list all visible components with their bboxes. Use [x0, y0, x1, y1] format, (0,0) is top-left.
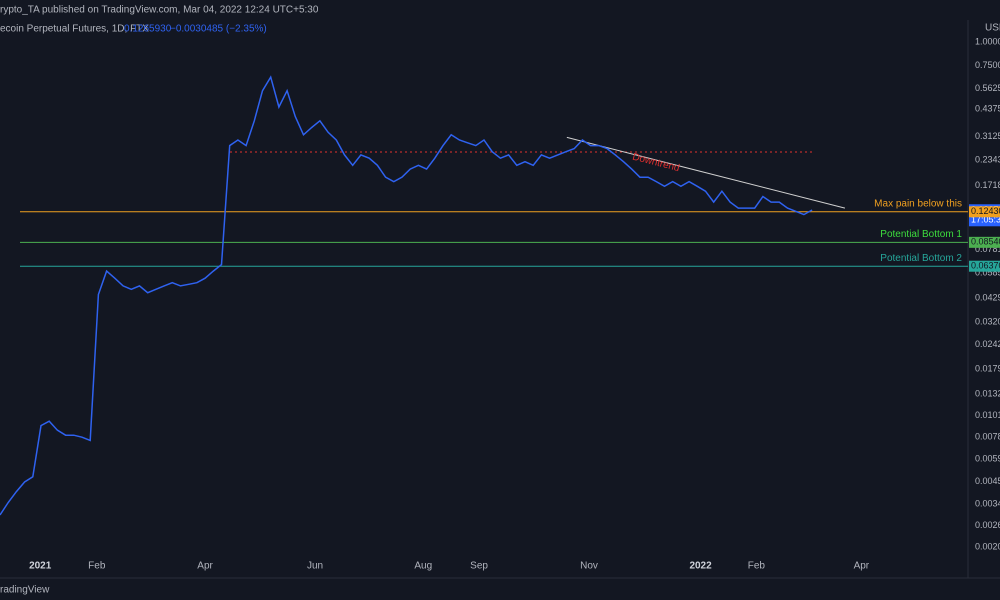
price-label-box — [969, 236, 1000, 248]
y-tick-label: 1.00000 — [975, 36, 1000, 46]
price-label: 0.06370 — [971, 261, 1000, 271]
y-tick-label: 0.03207 — [975, 316, 1000, 326]
price-label-box — [969, 260, 1000, 272]
x-tick-label: Jun — [307, 561, 323, 572]
y-tick-label: 0.00781 — [975, 431, 1000, 441]
y-tick-label: 0.75000 — [975, 60, 1000, 70]
price-label-box — [969, 206, 1000, 218]
y-tick-label: 0.43750 — [975, 104, 1000, 114]
currency: USD — [985, 23, 1000, 34]
y-tick-label: 0.56250 — [975, 83, 1000, 93]
x-tick-label: 2022 — [689, 561, 712, 572]
y-tick-label: 0.00342 — [975, 499, 1000, 509]
x-tick-label: Sep — [470, 561, 488, 572]
y-tick-label: 0.00453 — [975, 476, 1000, 486]
price-line — [0, 75, 813, 516]
symbol: ecoin Perpetual Futures, 1D, FTX — [0, 24, 149, 35]
last-price: 0.1265930 — [124, 24, 172, 35]
y-tick-label: 0.17187 — [975, 180, 1000, 190]
x-tick-label: 2021 — [29, 561, 52, 572]
x-tick-label: Aug — [414, 561, 432, 572]
y-tick-label: 0.04296 — [975, 293, 1000, 303]
y-tick-label: 0.02427 — [975, 339, 1000, 349]
y-tick-label: 0.31250 — [975, 131, 1000, 141]
y-tick-label: 0.05859 — [975, 267, 1000, 277]
y-tick-label: 0.00202 — [975, 542, 1000, 552]
x-tick-label: Apr — [854, 561, 870, 572]
y-tick-label: 0.07812 — [975, 244, 1000, 254]
countdown: 17:05:3 — [971, 215, 1000, 225]
level-label: Max pain below this — [874, 198, 962, 209]
y-tick-label: 0.01796 — [975, 364, 1000, 374]
trendline — [566, 136, 846, 209]
publisher: rypto_TA published on TradingView.com, M… — [0, 5, 319, 16]
y-tick-label: 0.00263 — [975, 520, 1000, 530]
change: −0.0030485 (−2.35%) — [170, 24, 267, 35]
y-tick-label: 0.00597 — [975, 453, 1000, 463]
x-tick-label: Feb — [88, 561, 106, 572]
footer: radingView — [0, 585, 50, 596]
level-label: Potential Bottom 1 — [880, 229, 962, 240]
level-label: Potential Bottom 2 — [880, 253, 962, 264]
y-tick-label: 0.01019 — [975, 410, 1000, 420]
x-tick-label: Nov — [580, 561, 598, 572]
y-tick-label: 0.23437 — [975, 155, 1000, 165]
x-tick-label: Feb — [748, 561, 766, 572]
y-tick-label: 0.01328 — [975, 388, 1000, 398]
x-tick-label: Apr — [197, 561, 213, 572]
